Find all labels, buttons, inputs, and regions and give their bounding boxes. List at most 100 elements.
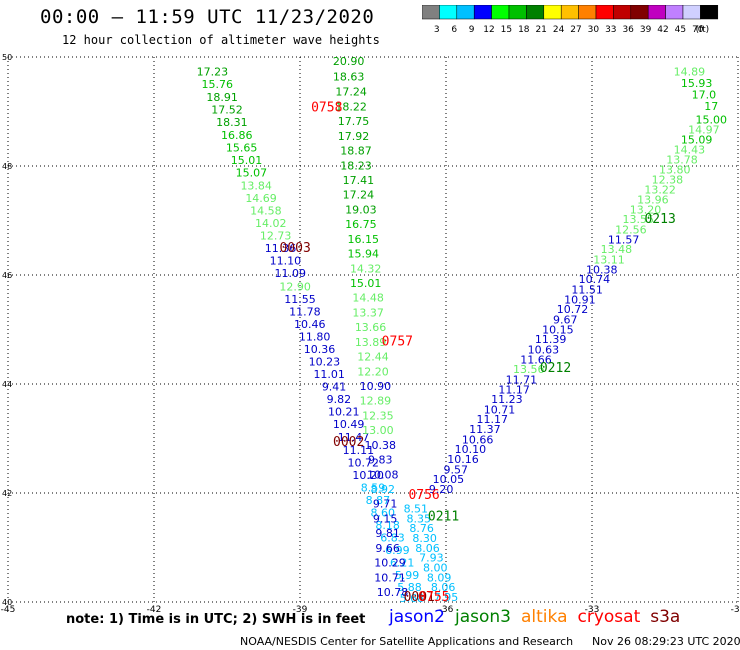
wave-height-value: 10.23 (309, 355, 341, 368)
scale-label: 6 (451, 25, 457, 35)
y-tick-label: 46 (2, 271, 12, 280)
wave-height-value: 10.15 (542, 323, 574, 336)
wave-height-value: 10.66 (462, 433, 494, 446)
track: 20.9018.6317.2418.2217.7517.9218.8718.23… (333, 55, 408, 599)
wave-height-value: 8.18 (375, 519, 400, 532)
y-tick-label: 42 (2, 489, 12, 498)
scale-label: 3 (434, 25, 440, 35)
wave-height-value: 10.38 (586, 263, 618, 276)
wave-height-value: 10.74 (579, 273, 611, 286)
wave-height-value: 11.11 (343, 444, 375, 457)
wave-height-value: 10.71 (484, 403, 516, 416)
wave-height-value: 13.56 (513, 363, 545, 376)
wave-height-value: 10.91 (564, 293, 596, 306)
x-tick-label: -42 (147, 605, 162, 615)
wave-height-value: 15.94 (348, 248, 380, 261)
wave-height-value: 11.09 (275, 267, 307, 280)
wave-height-value: 6.83 (380, 532, 405, 545)
wave-height-value: 8.87 (366, 494, 391, 507)
wave-height-value: 11.17 (498, 383, 530, 396)
wave-height-value: 11.78 (289, 305, 321, 318)
scale-label: 42 (657, 25, 668, 35)
wave-height-value: 11.10 (270, 255, 302, 268)
credit-line: NOAA/NESDIS Center for Satellite Applica… (240, 635, 574, 648)
wave-height-value: 8.92 (370, 483, 395, 496)
wave-height-value: 9.20 (429, 483, 454, 496)
wave-height-value: 10.78 (377, 586, 409, 599)
wave-height-value: 17.23 (197, 66, 229, 79)
wave-height-value: 10.49 (333, 418, 365, 431)
wave-height-value: 12.38 (652, 173, 684, 186)
wave-height-value: 15.01 (231, 154, 263, 167)
satellite-legend-altika: altika (521, 607, 568, 627)
scale-swatch (700, 5, 719, 20)
wave-height-value: 8.60 (370, 506, 395, 519)
wave-height-value: 8.06 (431, 581, 456, 594)
wave-height-value: 13.00 (362, 424, 394, 437)
footer-note: note: 1) Time is in UTC; 2) SWH is in fe… (66, 612, 366, 627)
scale-label: (ft) (696, 25, 710, 35)
wave-height-value: 18.87 (340, 145, 372, 158)
wave-height-value: 16.15 (348, 233, 380, 246)
wave-height-value: 9.67 (553, 314, 578, 327)
pass-time-label: 0757 (382, 334, 413, 349)
wave-height-value: 11.51 (571, 284, 603, 297)
wave-height-value: 17 (704, 100, 718, 113)
pass-time-label: 0755 (418, 590, 449, 605)
wave-height-value: 14.02 (255, 217, 287, 230)
wave-height-value: 15.93 (681, 77, 713, 90)
x-tick-label: -36 (439, 605, 454, 615)
wave-height-value: 11.47 (338, 431, 370, 444)
wave-height-value: 14.43 (674, 143, 706, 156)
wave-height-value: 8.06 (415, 542, 440, 555)
pass-time-label: 0212 (540, 361, 571, 376)
wave-height-value: 11.55 (284, 293, 316, 306)
wave-height-value: 9.82 (327, 393, 352, 406)
wave-height-value: 13.89 (355, 336, 387, 349)
pass-time-label: 0756 (408, 488, 439, 503)
chart-title: 00:00 – 11:59 UTC 11/23/2020 (40, 6, 375, 28)
wave-height-value: 13.22 (644, 183, 676, 196)
wave-height-value: 18.91 (206, 91, 238, 104)
wave-height-value: 18.22 (335, 100, 367, 113)
wave-height-value: 13.78 (666, 153, 698, 166)
scale-label: 36 (622, 25, 634, 35)
wave-height-value: 5.99 (395, 569, 420, 582)
wave-height-value: 18.63 (333, 70, 365, 83)
wave-height-value: 12.44 (357, 351, 389, 364)
scale-label: 24 (553, 25, 565, 35)
wave-height-value: 10.90 (360, 380, 392, 393)
wave-height-value: 8.76 (409, 522, 434, 535)
wave-height-value: 10.08 (367, 468, 399, 481)
wave-height-value: 9.41 (322, 381, 347, 394)
color-scale-legend: 3 6 9 12 15 18 21 24 27 30 33 36 39 42 45 70(ft) (422, 5, 719, 35)
wave-height-value: 11.23 (491, 393, 523, 406)
pass-time-label: 0211 (428, 509, 459, 524)
wave-height-value: 10.29 (374, 557, 406, 570)
wave-height-value: 17.41 (343, 174, 375, 187)
wave-height-value: 15.00 (695, 113, 727, 126)
wave-height-value: 8.30 (412, 532, 437, 545)
wave-height-value: 11.36 (265, 242, 297, 255)
scale-label: 18 (518, 25, 530, 35)
scale-label: 21 (535, 25, 546, 35)
wave-height-value: 11.39 (535, 333, 567, 346)
wave-height-value: 9.66 (375, 542, 400, 555)
wave-height-value: 16.75 (345, 218, 377, 231)
satellite-legend-jason3: jason3 (455, 607, 511, 627)
wave-height-value: 10.16 (447, 453, 479, 466)
wave-height-value: 17.24 (335, 86, 367, 99)
scale-label: 39 (640, 25, 652, 35)
wave-height-value: 18.31 (216, 116, 248, 129)
wave-height-value: 13.96 (637, 194, 669, 207)
wave-height-value: 8.51 (404, 503, 429, 516)
wave-height-value: 10.36 (304, 343, 336, 356)
scale-label: 30 (588, 25, 600, 35)
wave-height-value: 11.57 (608, 233, 640, 246)
wave-height-value: 11.37 (469, 423, 501, 436)
wave-height-value: 8.09 (427, 571, 452, 584)
wave-height-value: 12.73 (260, 230, 292, 243)
chart-subtitle: 12 hour collection of altimeter wave hei… (62, 33, 380, 47)
wave-height-value: 10.20 (352, 469, 384, 482)
